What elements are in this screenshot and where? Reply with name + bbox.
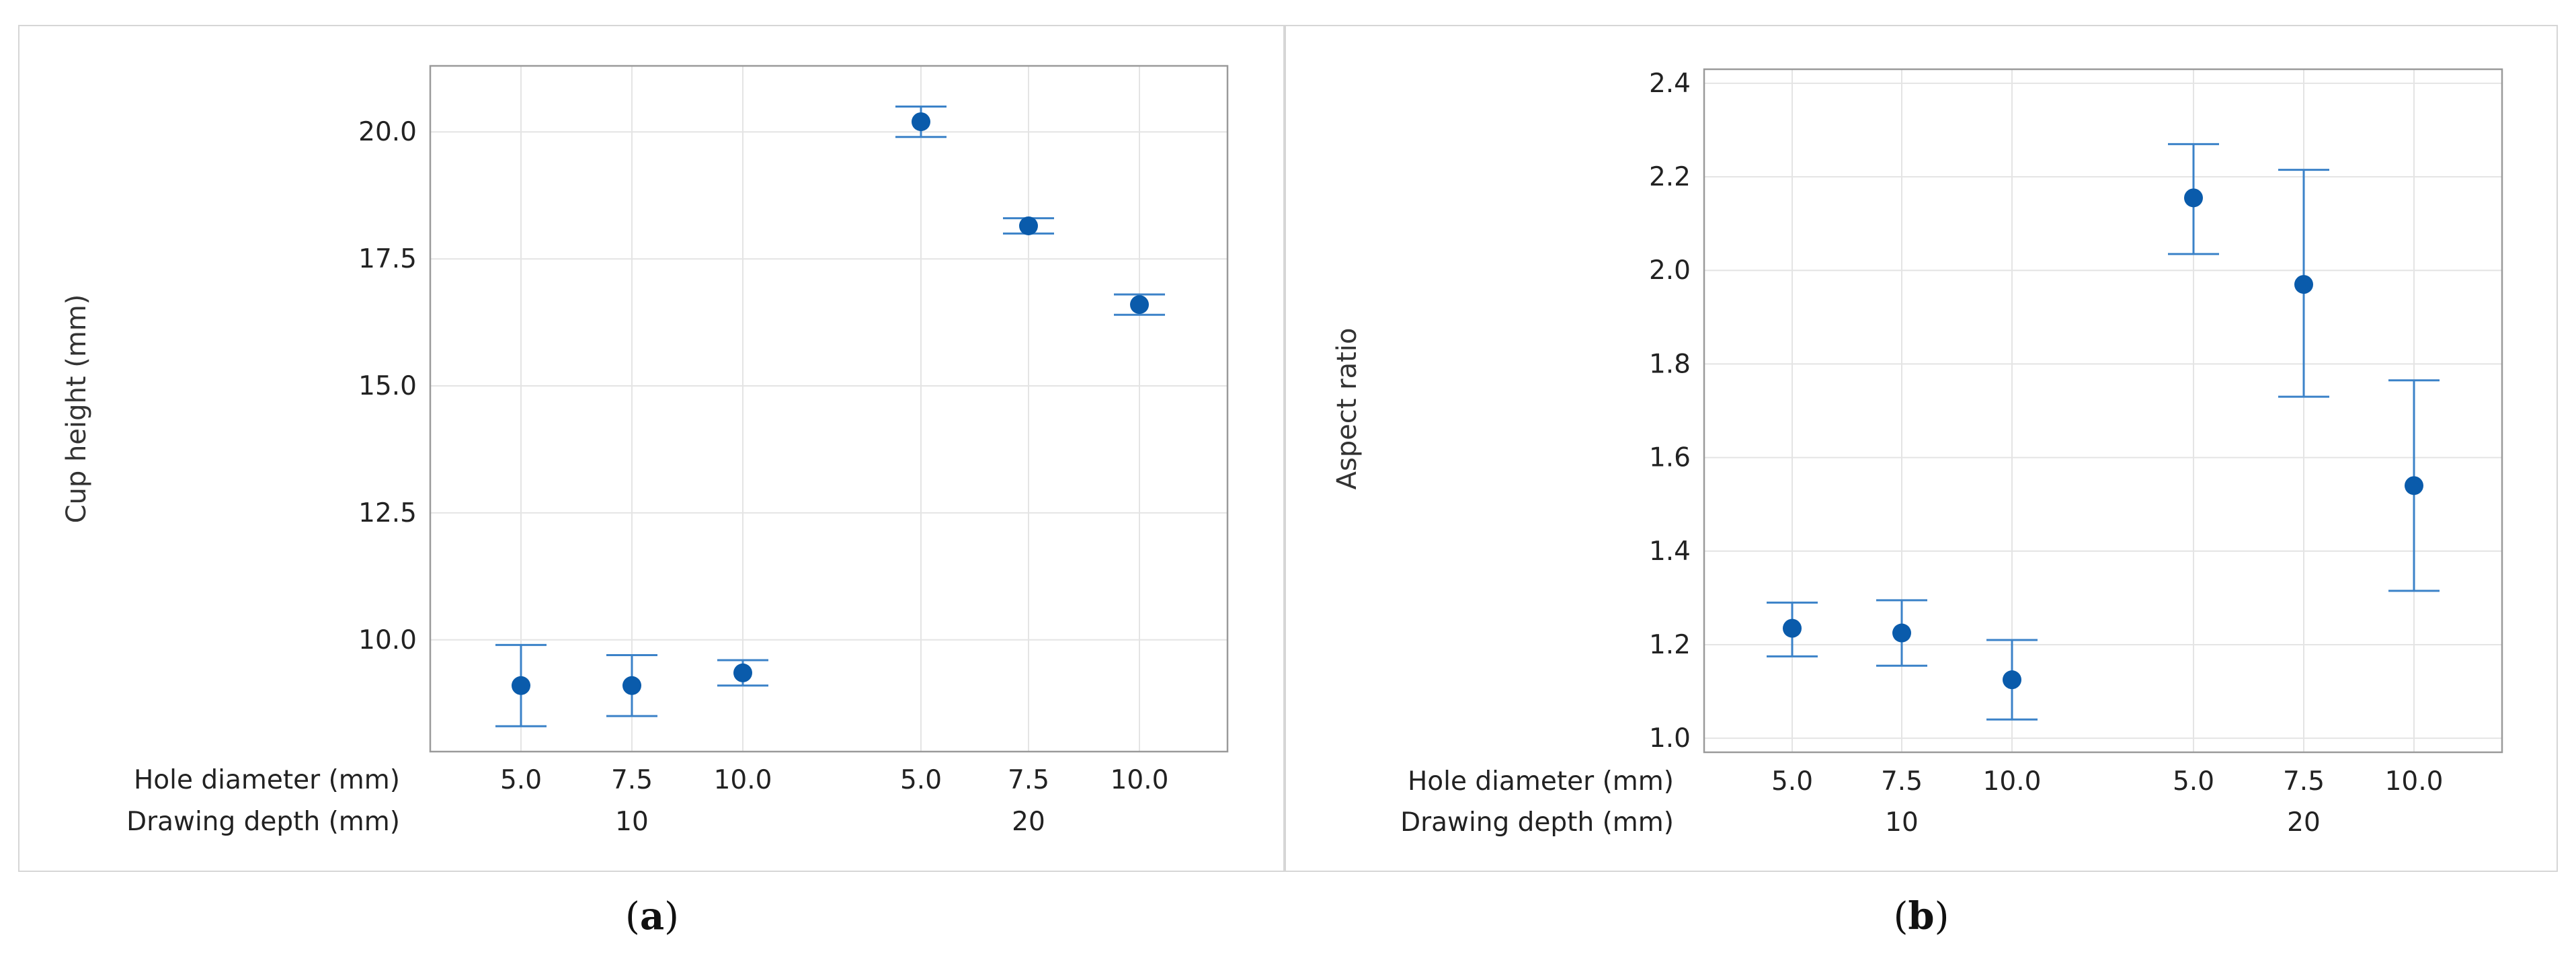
panel-a-data-point xyxy=(912,112,930,132)
panel-b-grid xyxy=(1704,69,2502,752)
panel-b-data-point xyxy=(2405,476,2423,495)
panel-b-row-header-hole-diameter: Hole diameter (mm) xyxy=(1408,766,1674,797)
panel-a-x-categories: 5.0 7.5 10.0 5.0 7.5 10.0 10 20 xyxy=(500,765,1168,837)
panel-a-y-tick-label: 15.0 xyxy=(358,371,417,401)
panel-b-data-point xyxy=(1783,618,1802,638)
panel-a-x-category-label: 10.0 xyxy=(714,765,772,795)
panel-a-x-category-label: 5.0 xyxy=(500,765,542,795)
panel-a-label-letter: a xyxy=(640,894,664,938)
panel-a-y-tick-label: 10.0 xyxy=(358,625,417,655)
panel-b-x-category-label: 10.0 xyxy=(1983,766,2042,797)
panel-a-x-category-label: 5.0 xyxy=(900,765,942,795)
panel-a-label-close: ) xyxy=(664,895,679,938)
panel-b-x-categories: 5.0 7.5 10.0 5.0 7.5 10.0 10 20 xyxy=(1771,766,2443,838)
panel-b-data-point xyxy=(1892,623,1911,643)
panel-a-data-point xyxy=(512,676,530,695)
panel-a-x-category-label: 7.5 xyxy=(1008,765,1049,795)
panel-a-data-point xyxy=(1130,295,1149,315)
panel-b-y-tick-label: 2.2 xyxy=(1649,162,1691,192)
panel-b-x-category-label: 5.0 xyxy=(2173,766,2214,797)
panel-b-x-group-label: 20 xyxy=(2287,807,2321,838)
panel-b-y-axis-label: Aspect ratio xyxy=(1332,328,1363,490)
panel-b-y-tick-label: 1.2 xyxy=(1649,630,1691,660)
panel-a-border xyxy=(18,25,1285,872)
panel-b-x-category-label: 7.5 xyxy=(1881,766,1923,797)
panel-b-label-close: ) xyxy=(1935,895,1949,938)
panel-b-y-tick-label: 1.8 xyxy=(1649,349,1691,379)
panel-b-y-tick-label: 1.4 xyxy=(1649,536,1691,567)
panel-b-x-category-label: 5.0 xyxy=(1771,766,1813,797)
panel-a-x-group-label: 20 xyxy=(1012,807,1045,837)
panel-b-data-point xyxy=(2184,188,2203,208)
panel-b-x-category-label: 7.5 xyxy=(2283,766,2325,797)
panel-a: Cup height (mm) 10.0 12.5 15.0 17.5 20.0 5.0… xyxy=(18,25,1285,938)
panel-b-data-point xyxy=(2003,670,2021,690)
panel-a-data-point xyxy=(622,676,641,695)
panel-a-data-point xyxy=(733,663,752,682)
panel-b-x-group-label: 10 xyxy=(1885,807,1919,838)
panel-b-data-point xyxy=(2294,275,2313,294)
panel-b-label-open: ( xyxy=(1894,895,1908,938)
panel-a-label-open: ( xyxy=(625,895,640,938)
panel-a-grid xyxy=(430,66,1227,752)
panel-a-y-axis-label: Cup height (mm) xyxy=(61,294,92,524)
panel-b-y-ticks: 1.0 1.2 1.4 1.6 1.8 2.0 2.2 2.4 xyxy=(1649,69,1691,754)
panel-a-y-tick-label: 20.0 xyxy=(358,117,417,147)
panel-a-row-header-drawing-depth: Drawing depth (mm) xyxy=(126,807,400,837)
panel-a-y-tick-label: 17.5 xyxy=(358,244,417,274)
panel-a-marks xyxy=(495,105,1165,727)
panel-b: Aspect ratio 1.0 1.2 1.4 1.6 1.8 2.0 2.2 2.4 5.… xyxy=(1285,25,2558,938)
panel-a-y-ticks: 10.0 12.5 15.0 17.5 20.0 xyxy=(358,117,417,655)
panel-a-x-group-label: 10 xyxy=(615,807,649,837)
panel-b-plot-frame xyxy=(1703,68,2503,754)
panel-a-x-category-label: 7.5 xyxy=(611,765,653,795)
panel-a-plot-frame xyxy=(429,65,1229,753)
panel-b-x-category-label: 10.0 xyxy=(2385,766,2444,797)
panel-b-label: (b) xyxy=(1894,894,1949,938)
panel-b-marks xyxy=(1767,143,2440,721)
panel-b-border xyxy=(1285,25,2558,872)
panel-b-label-letter: b xyxy=(1908,894,1934,938)
panel-a-y-tick-label: 12.5 xyxy=(358,498,417,528)
panel-b-row-header-drawing-depth: Drawing depth (mm) xyxy=(1400,807,1674,838)
panel-a-x-category-label: 10.0 xyxy=(1111,765,1169,795)
panel-a-label: (a) xyxy=(625,894,679,938)
panel-b-y-tick-label: 2.0 xyxy=(1649,255,1691,286)
panel-a-data-point xyxy=(1019,216,1038,235)
panel-b-y-tick-label: 1.0 xyxy=(1649,723,1691,754)
panel-b-y-tick-label: 1.6 xyxy=(1649,443,1691,473)
panel-a-row-header-hole-diameter: Hole diameter (mm) xyxy=(134,765,400,795)
panel-b-y-tick-label: 2.4 xyxy=(1649,69,1691,99)
